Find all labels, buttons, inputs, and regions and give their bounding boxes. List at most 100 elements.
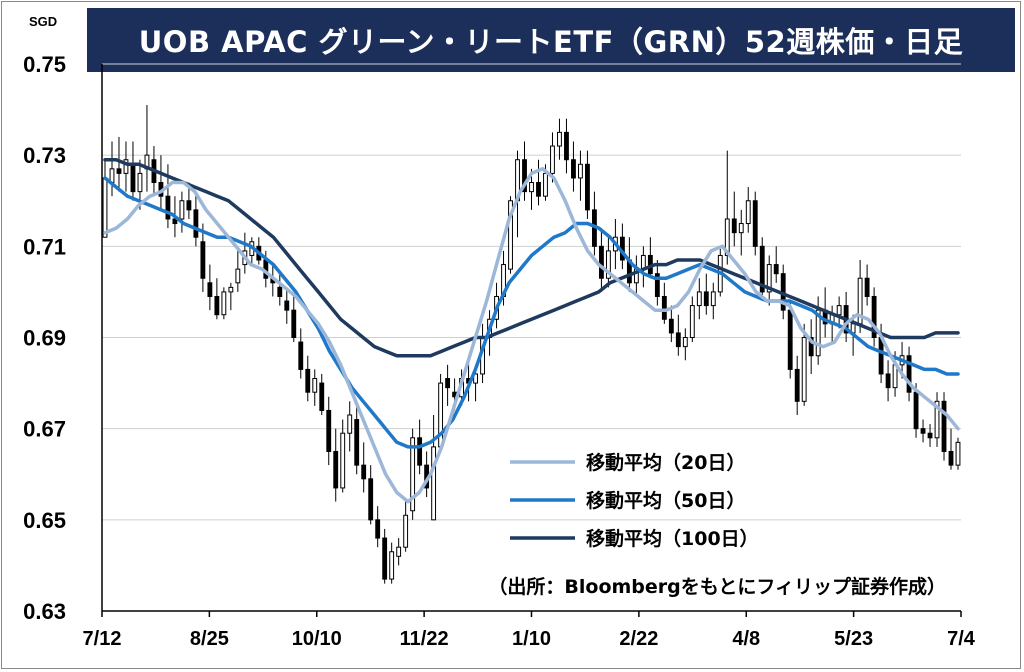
candle bbox=[361, 442, 367, 493]
candle-body bbox=[703, 291, 709, 307]
candle-body bbox=[207, 282, 213, 297]
candle bbox=[193, 191, 199, 247]
legend: 移動平均（20日） 移動平均（50日） 移動平均（100日） bbox=[510, 451, 759, 550]
candle bbox=[668, 305, 674, 343]
candle-body bbox=[724, 218, 730, 256]
candle-body bbox=[396, 546, 402, 557]
candle bbox=[424, 451, 430, 498]
candle-body bbox=[543, 172, 548, 197]
x-tick-label: 2/22 bbox=[619, 628, 658, 650]
candle-body bbox=[200, 241, 206, 279]
candle bbox=[508, 196, 513, 274]
candle bbox=[333, 428, 339, 502]
candle-body bbox=[284, 300, 290, 311]
candle bbox=[682, 328, 688, 361]
candle bbox=[703, 273, 709, 315]
candle bbox=[235, 246, 241, 292]
candle bbox=[752, 191, 758, 256]
candle bbox=[410, 428, 416, 520]
candle bbox=[368, 465, 374, 525]
candle-body bbox=[759, 245, 765, 293]
candle-body bbox=[752, 200, 758, 247]
candle-body bbox=[571, 159, 576, 179]
candle-body bbox=[235, 268, 241, 284]
candle bbox=[354, 405, 360, 475]
candle bbox=[123, 141, 129, 192]
candle bbox=[808, 319, 814, 374]
candle bbox=[794, 355, 800, 415]
legend-item: 移動平均（100日） bbox=[510, 527, 759, 550]
candle-body bbox=[340, 432, 346, 489]
candle bbox=[102, 159, 108, 238]
candle-body bbox=[927, 432, 933, 439]
candle bbox=[396, 538, 402, 566]
candle bbox=[277, 273, 283, 306]
candle bbox=[403, 501, 409, 552]
candle bbox=[536, 159, 541, 206]
candle-body bbox=[745, 200, 751, 225]
candle-body bbox=[710, 291, 716, 307]
candle-body bbox=[193, 209, 199, 238]
candle-body bbox=[417, 437, 423, 466]
candle-body bbox=[221, 291, 227, 316]
x-tick-label: 4/8 bbox=[732, 628, 760, 650]
candle-body bbox=[375, 519, 381, 539]
candle bbox=[144, 105, 150, 192]
x-tick-label: 11/22 bbox=[400, 628, 449, 650]
x-tick-label: 5/23 bbox=[834, 628, 873, 650]
y-tick-labels: 0.63 0.65 0.67 0.69 0.71 0.73 0.75 bbox=[23, 52, 66, 624]
candle-body bbox=[815, 309, 821, 357]
y-tick-label: 0.69 bbox=[23, 326, 66, 351]
candle-body bbox=[955, 441, 961, 466]
moving-average-lines bbox=[103, 157, 960, 504]
candle bbox=[766, 255, 772, 306]
candle bbox=[605, 237, 611, 288]
candle-body bbox=[878, 337, 884, 375]
candle-body bbox=[277, 286, 283, 297]
candle bbox=[738, 209, 744, 256]
candle bbox=[347, 401, 353, 452]
candle bbox=[522, 141, 527, 201]
candle-body bbox=[871, 295, 877, 339]
candle-body bbox=[536, 182, 541, 197]
candle-body bbox=[948, 450, 954, 466]
candle-body bbox=[368, 478, 374, 521]
candle-body bbox=[508, 200, 513, 270]
candle-body bbox=[382, 537, 388, 580]
candle bbox=[801, 323, 807, 406]
candle bbox=[675, 314, 681, 356]
candle-body bbox=[389, 551, 395, 580]
x-tick-label: 7/4 bbox=[947, 628, 976, 650]
x-tick-label: 7/12 bbox=[83, 628, 122, 650]
candle-body bbox=[654, 273, 660, 297]
candle-body bbox=[578, 163, 583, 179]
x-tick-label: 1/10 bbox=[512, 628, 551, 650]
candle bbox=[920, 419, 926, 443]
candle bbox=[291, 296, 297, 343]
candle bbox=[864, 264, 870, 306]
candle bbox=[158, 155, 164, 210]
candle bbox=[598, 228, 604, 292]
candle-body bbox=[228, 286, 234, 293]
candle-body bbox=[529, 182, 534, 193]
candle-body bbox=[675, 332, 681, 348]
candle-body bbox=[116, 168, 122, 174]
candle bbox=[647, 237, 653, 279]
y-tick-label: 0.67 bbox=[23, 417, 66, 442]
candle-body bbox=[920, 428, 926, 434]
candle bbox=[654, 260, 660, 306]
chart-title: UOB APAC グリーン・リートETF（GRN）52週株価・日足 bbox=[87, 8, 1015, 72]
y-tick-label: 0.65 bbox=[23, 508, 66, 533]
candle-body bbox=[165, 195, 171, 220]
candle bbox=[731, 191, 737, 247]
y-tick-label: 0.73 bbox=[23, 143, 66, 168]
candle-body bbox=[522, 159, 527, 193]
candle-body bbox=[557, 131, 562, 147]
x-tick-label: 8/25 bbox=[190, 628, 229, 650]
candle-body bbox=[431, 446, 437, 521]
candle bbox=[249, 237, 255, 265]
candle-body bbox=[773, 264, 779, 275]
candle-body bbox=[179, 200, 185, 220]
